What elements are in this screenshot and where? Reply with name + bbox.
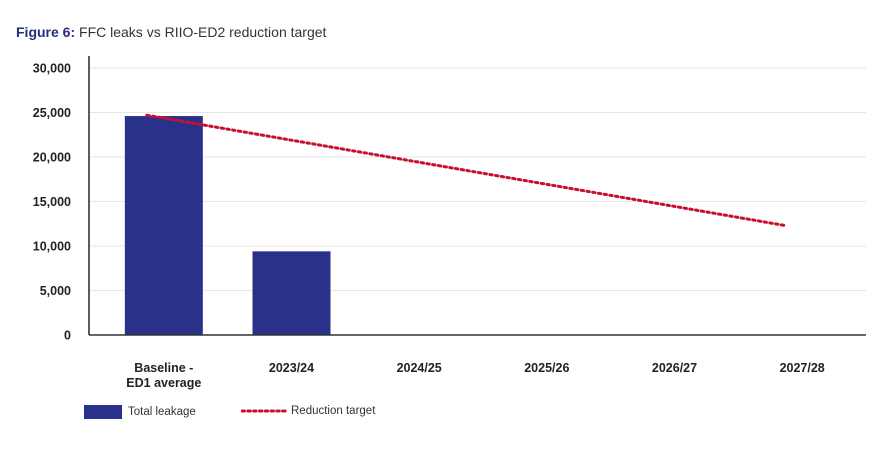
legend-item-total-leakage: Total leakage xyxy=(84,405,196,419)
legend-bar-swatch xyxy=(84,405,122,419)
x-tick-label: 2027/28 xyxy=(780,361,825,375)
figure-title: Figure 6: FFC leaks vs RIIO-ED2 reductio… xyxy=(16,24,326,40)
legend-label-reduction-target: Reduction target xyxy=(291,405,376,417)
y-tick-label: 5,000 xyxy=(40,284,71,298)
y-tick-label: 25,000 xyxy=(33,106,71,120)
legend-dotted-swatch xyxy=(241,409,287,413)
x-tick-labels: Baseline -ED1 average 2023/24 2024/25 2025/… xyxy=(126,361,825,390)
figure-number: Figure 6: xyxy=(16,24,76,40)
x-tick-label: 2024/25 xyxy=(397,361,442,375)
y-tick-label: 10,000 xyxy=(33,240,71,254)
y-tick-label: 20,000 xyxy=(33,151,71,165)
y-tick-label: 0 xyxy=(64,329,71,343)
bar xyxy=(124,116,203,335)
figure-title-text: FFC leaks vs RIIO-ED2 reduction target xyxy=(79,24,327,40)
bar xyxy=(252,251,331,335)
y-tick-label: 15,000 xyxy=(33,195,71,209)
x-tick-label: 2026/27 xyxy=(652,361,697,375)
legend-label-total-leakage: Total leakage xyxy=(128,406,196,418)
x-tick-label: 2023/24 xyxy=(269,361,314,375)
axes xyxy=(88,56,866,336)
gridlines xyxy=(89,67,866,291)
y-tick-label: 30,000 xyxy=(33,62,71,76)
legend-item-reduction-target: Reduction target xyxy=(241,405,375,417)
y-tick-labels: 0 5,000 10,000 15,000 20,000 25,000 30,000 xyxy=(33,62,71,343)
target-line-series xyxy=(145,113,787,228)
x-tick-label: 2025/26 xyxy=(524,361,569,375)
x-tick-label: Baseline -ED1 average xyxy=(126,361,201,390)
bar-series xyxy=(124,116,331,335)
target-line xyxy=(145,113,787,228)
chart: 0 5,000 10,000 15,000 20,000 25,000 30,000 Bas… xyxy=(33,56,866,390)
